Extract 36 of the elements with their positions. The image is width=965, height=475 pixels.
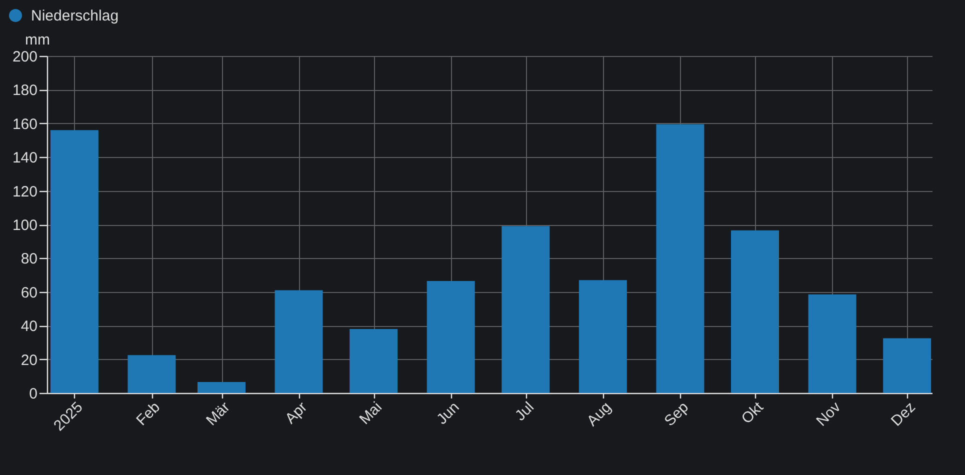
y-tick-label: 140	[12, 150, 38, 167]
y-tick-label: 60	[20, 284, 38, 302]
x-tick-label: Mär	[203, 398, 234, 430]
y-tick-label: 100	[12, 217, 38, 234]
x-tick-label: Feb	[133, 398, 164, 430]
bar	[502, 226, 550, 393]
x-tick-label: Jul	[512, 398, 538, 424]
x-tick-label: Nov	[813, 398, 844, 430]
bar	[808, 294, 856, 393]
y-tick-label: 80	[20, 250, 38, 268]
y-tick-label: 40	[20, 318, 38, 336]
bar	[350, 328, 398, 393]
x-tick-label: Dez	[888, 398, 919, 430]
x-tick-label: Sep	[661, 398, 692, 430]
y-tick-label: 200	[12, 48, 38, 66]
x-tick-label: Apr	[282, 398, 311, 428]
y-axis-title: mm	[25, 32, 50, 48]
bar	[656, 124, 704, 393]
x-tick-label: Mai	[356, 398, 386, 428]
y-tick-label: 180	[12, 82, 38, 100]
bar	[883, 338, 932, 393]
bar	[731, 230, 779, 393]
bar	[50, 130, 98, 393]
bar	[578, 280, 627, 393]
bar	[128, 355, 176, 393]
x-tick-label: Jun	[434, 398, 463, 428]
y-tick-label: 160	[12, 116, 38, 133]
bar	[274, 290, 323, 393]
y-tick-label: 0	[29, 386, 38, 402]
x-tick-label: Okt	[738, 398, 768, 428]
y-tick-label: 20	[20, 352, 38, 369]
bar	[426, 280, 475, 393]
legend-label: Niederschlag	[31, 8, 119, 24]
y-tick-label: 120	[12, 183, 38, 200]
bar	[198, 382, 246, 393]
x-tick-label: Aug	[584, 398, 615, 430]
